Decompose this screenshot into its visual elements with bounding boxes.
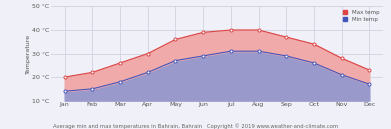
- Y-axis label: Temperature: Temperature: [26, 33, 30, 74]
- Legend: Max temp, Min temp: Max temp, Min temp: [342, 9, 380, 23]
- Text: Average min and max temperatures in Bahrain, Bahrain   Copyright © 2019 www.weat: Average min and max temperatures in Bahr…: [53, 123, 338, 129]
